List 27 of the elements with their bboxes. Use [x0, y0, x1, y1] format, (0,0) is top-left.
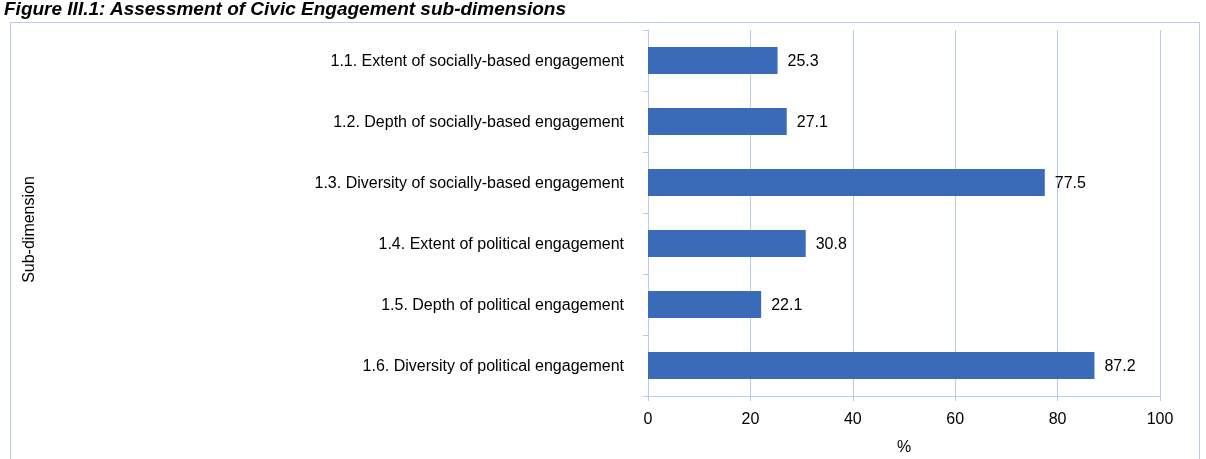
data-label: 77.5 [1054, 174, 1087, 191]
y-tick-label: 1.5. Depth of political engagement [381, 296, 625, 313]
data-label: 87.2 [1104, 357, 1136, 374]
x-axis-title: % [896, 437, 912, 455]
data-label: 30.8 [815, 235, 847, 252]
x-tick-label: 100 [1146, 409, 1174, 427]
data-label: 22.1 [771, 296, 803, 313]
bar [648, 352, 1095, 379]
data-label: 27.1 [796, 113, 828, 130]
y-tick-label: 1.6. Diversity of political engagement [362, 357, 625, 374]
bar [648, 47, 778, 74]
data-label: 25.3 [787, 52, 819, 69]
y-tick-label: 1.4. Extent of political engagement [378, 235, 625, 252]
y-tick-label: 1.2. Depth of socially-based engagement [333, 113, 625, 130]
bar [648, 169, 1045, 196]
x-tick-label: 80 [1048, 409, 1067, 427]
x-tick-label: 0 [643, 409, 653, 427]
y-tick-label: 1.1. Extent of socially-based engagement [330, 52, 625, 69]
text: Figure III.1: Assessment of Civic Engagement sub-dimensions [4, 0, 567, 20]
text: Sub-dimension [19, 176, 37, 283]
bar [648, 230, 806, 257]
x-tick-label: 20 [741, 409, 760, 427]
bar [648, 108, 787, 135]
x-tick-label: 40 [843, 409, 862, 427]
bar [648, 291, 762, 318]
x-tick-label: 60 [946, 409, 965, 427]
y-tick-label: 1.3. Diversity of socially-based engagement [314, 174, 625, 191]
